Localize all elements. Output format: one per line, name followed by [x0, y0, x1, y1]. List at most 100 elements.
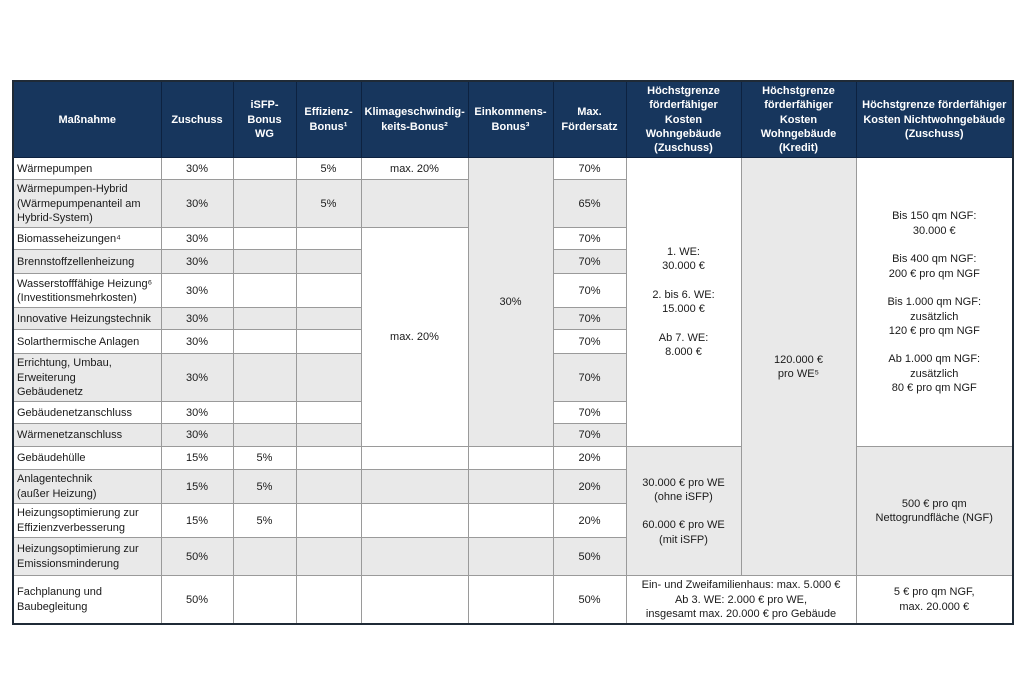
table-row: Wärmepumpen-Hybrid (Wärmepumpenanteil am…: [12, 179, 1013, 229]
cell-zuschuss: 15%: [160, 503, 234, 539]
cell-wg-zuschuss-heizung-merged: 1. WE: 30.000 € 2. bis 6. WE: 15.000 € A…: [625, 157, 742, 448]
cell-wg-zuschuss-fachplanung-merged: Ein- und Zweifamilienhaus: max. 5.000 € …: [625, 575, 857, 625]
cell-einkommens: [467, 537, 554, 577]
cell-isfp: [232, 423, 297, 448]
table-row: Gebäudenetzanschluss 30% 70%: [12, 401, 1013, 425]
col-header-effizienz-bonus: Effizienz- Bonus¹: [295, 80, 362, 159]
col-header-max-foerdersatz: Max. Fördersatz: [552, 80, 627, 159]
cell-wg-zuschuss-effizienz-merged: 30.000 € pro WE (ohne iSFP) 60.000 € pro…: [625, 446, 742, 577]
cell-isfp: [232, 575, 297, 625]
col-header-zuschuss: Zuschuss: [160, 80, 234, 159]
cell-effizienz: [295, 307, 362, 331]
header-row: Maßnahme Zuschuss iSFP- Bonus WG Effizie…: [12, 80, 1014, 159]
table-row: Wärmenetzanschluss 30% 70%: [12, 423, 1013, 448]
table-row: Wärmepumpen 30% 5% max. 20% 30% 70% 1. W…: [12, 157, 1014, 577]
cell-effizienz: [295, 575, 362, 625]
cell-einkommens-merged: 30%: [467, 157, 554, 448]
cell-effizienz: [295, 401, 362, 425]
cell-max-foerdersatz: 70%: [552, 401, 627, 425]
cell-effizienz: [295, 249, 362, 275]
table-row: Gebäudehülle 15% 5% 20% 30.000 € pro WE …: [12, 446, 1014, 577]
cell-einkommens: [467, 503, 554, 539]
cell-zuschuss: 30%: [160, 227, 234, 251]
cell-massnahme: Solarthermische Anlagen: [12, 329, 162, 355]
cell-isfp: 5%: [232, 469, 297, 505]
cell-effizienz: [295, 446, 362, 471]
cell-massnahme: Heizungsoptimierung zur Emissionsminderu…: [12, 537, 162, 577]
cell-isfp: [232, 273, 297, 309]
cell-isfp: [232, 307, 297, 331]
cell-effizienz: [295, 329, 362, 355]
cell-zuschuss: 50%: [160, 537, 234, 577]
cell-max-foerdersatz: 70%: [552, 273, 627, 309]
cell-effizienz: [295, 227, 362, 251]
cell-zuschuss: 30%: [160, 307, 234, 331]
cell-max-foerdersatz: 70%: [552, 329, 627, 355]
cell-max-foerdersatz: 50%: [552, 575, 627, 625]
cell-massnahme: Wasserstofffähige Heizung⁶ (Investitions…: [12, 273, 162, 309]
cell-max-foerdersatz: 70%: [552, 227, 627, 251]
cell-massnahme: Wärmenetzanschluss: [12, 423, 162, 448]
cell-zuschuss: 30%: [160, 353, 234, 403]
cell-einkommens: [467, 575, 554, 625]
cell-isfp: [232, 249, 297, 275]
cell-effizienz: [295, 423, 362, 448]
cell-isfp: 5%: [232, 446, 297, 471]
cell-klima: [360, 503, 469, 539]
cell-wg-kredit-merged: 120.000 € pro WE⁵: [740, 157, 857, 577]
cell-effizienz: [295, 469, 362, 505]
table-row: Heizungsoptimierung zur Emissionsminderu…: [12, 537, 1013, 577]
col-header-hoechstgrenze-nwg-zuschuss: Höchstgrenze förderfähiger Kosten Nichtw…: [855, 80, 1014, 159]
cell-isfp: 5%: [232, 503, 297, 539]
cell-max-foerdersatz: 50%: [552, 537, 627, 577]
cell-effizienz: [295, 353, 362, 403]
cell-massnahme: Biomasseheizungen⁴: [12, 227, 162, 251]
cell-massnahme: Errichtung, Umbau, Erweiterung Gebäudene…: [12, 353, 162, 403]
cell-effizienz: [295, 503, 362, 539]
table-row: Solarthermische Anlagen 30% 70%: [12, 329, 1013, 355]
cell-zuschuss: 30%: [160, 423, 234, 448]
cell-max-foerdersatz: 70%: [552, 353, 627, 403]
cell-isfp: [232, 537, 297, 577]
col-header-isfp-bonus: iSFP- Bonus WG: [232, 80, 297, 159]
cell-massnahme: Brennstoffzellenheizung: [12, 249, 162, 275]
cell-nwg-fachplanung: 5 € pro qm NGF, max. 20.000 €: [855, 575, 1014, 625]
cell-klima-heizung-merged: max. 20%: [360, 227, 469, 448]
cell-zuschuss: 50%: [160, 575, 234, 625]
cell-zuschuss: 30%: [160, 329, 234, 355]
col-header-hoechstgrenze-wg-kredit: Höchstgrenze förderfähiger Kosten Wohnge…: [740, 80, 857, 159]
cell-isfp: [232, 401, 297, 425]
cell-zuschuss: 30%: [160, 401, 234, 425]
table-row: Fachplanung und Baubegleitung 50% 50% Ei…: [12, 575, 1014, 625]
table-row: Anlagentechnik (außer Heizung) 15% 5% 20…: [12, 469, 1013, 505]
cell-max-foerdersatz: 20%: [552, 469, 627, 505]
cell-effizienz: [295, 537, 362, 577]
table-row: Wasserstofffähige Heizung⁶ (Investitions…: [12, 273, 1013, 309]
cell-massnahme: Fachplanung und Baubegleitung: [12, 575, 162, 625]
cell-massnahme: Wärmepumpen: [12, 157, 162, 181]
cell-max-foerdersatz: 70%: [552, 249, 627, 275]
table-row: Heizungsoptimierung zur Effizienzverbess…: [12, 503, 1013, 539]
cell-klima: [360, 446, 469, 471]
cell-isfp: [232, 227, 297, 251]
cell-massnahme: Gebäudehülle: [12, 446, 162, 471]
cell-isfp: [232, 329, 297, 355]
cell-klima: [360, 575, 469, 625]
cell-isfp: [232, 157, 297, 181]
cell-massnahme: Innovative Heizungstechnik: [12, 307, 162, 331]
cell-massnahme: Gebäudenetzanschluss: [12, 401, 162, 425]
cell-massnahme: Wärmepumpen-Hybrid (Wärmepumpenanteil am…: [12, 179, 162, 229]
cell-max-foerdersatz: 20%: [552, 446, 627, 471]
foerderung-table: Maßnahme Zuschuss iSFP- Bonus WG Effizie…: [12, 80, 1014, 626]
cell-zuschuss: 30%: [160, 249, 234, 275]
cell-klima: max. 20%: [360, 157, 469, 181]
cell-klima: [360, 179, 469, 229]
col-header-einkommens-bonus: Einkommens- Bonus³: [467, 80, 554, 159]
cell-einkommens: [467, 469, 554, 505]
cell-nwg-heizung-merged: Bis 150 qm NGF: 30.000 € Bis 400 qm NGF:…: [855, 157, 1014, 448]
col-header-hoechstgrenze-wg-zuschuss: Höchstgrenze förderfähiger Kosten Wohnge…: [625, 80, 742, 159]
cell-max-foerdersatz: 70%: [552, 307, 627, 331]
cell-massnahme: Anlagentechnik (außer Heizung): [12, 469, 162, 505]
cell-effizienz: 5%: [295, 179, 362, 229]
